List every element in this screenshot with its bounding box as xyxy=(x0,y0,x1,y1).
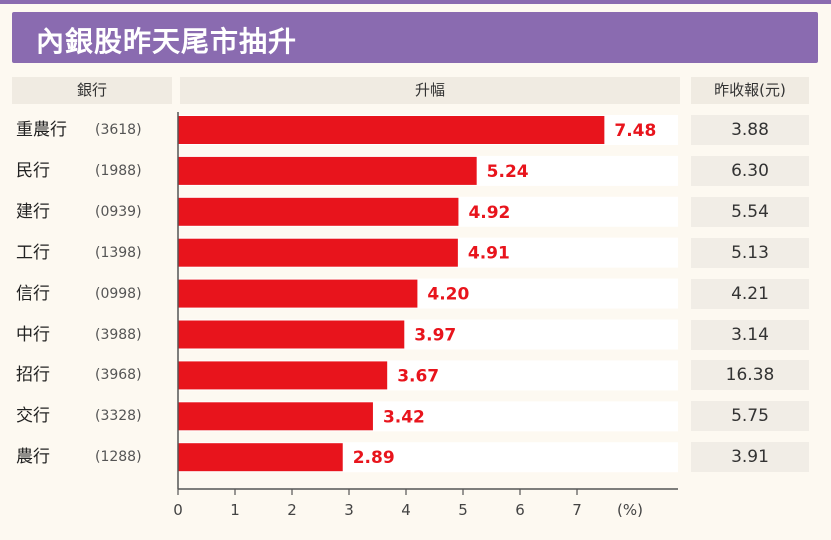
x-tick-label: 6 xyxy=(515,501,525,519)
stock-code: (1398) xyxy=(95,244,142,261)
bar-value-label: 4.92 xyxy=(468,203,510,223)
stock-code: (1988) xyxy=(95,162,142,179)
close-price: 4.21 xyxy=(691,278,809,309)
bank-name: 農行 xyxy=(16,447,50,468)
x-tick-label: 7 xyxy=(572,501,582,519)
close-price: 3.91 xyxy=(691,442,809,473)
bank-name: 中行 xyxy=(16,324,50,345)
bank-name: 民行 xyxy=(16,160,50,181)
x-tick-label: 5 xyxy=(458,501,468,519)
bar xyxy=(178,116,605,144)
stock-code: (3988) xyxy=(95,326,142,343)
bar-value-label: 3.42 xyxy=(383,407,425,427)
stock-code: (0939) xyxy=(95,203,142,220)
x-tick-label: 0 xyxy=(173,501,183,519)
bar-value-label: 7.48 xyxy=(614,121,656,141)
x-tick-label: 4 xyxy=(401,501,411,519)
bar-value-label: 2.89 xyxy=(353,448,395,468)
x-tick-label: 3 xyxy=(344,501,354,519)
bar xyxy=(178,279,418,308)
stock-code: (3328) xyxy=(95,408,142,425)
chart-title: 內銀股昨天尾市抽升 xyxy=(36,25,298,58)
bar xyxy=(178,361,388,390)
bar-value-label: 3.97 xyxy=(414,326,456,346)
stock-code: (1288) xyxy=(95,449,142,466)
stock-code: (0998) xyxy=(95,285,142,302)
stock-code: (3618) xyxy=(95,122,142,138)
stock-code: (3968) xyxy=(95,367,142,384)
bar-value-label: 4.20 xyxy=(427,285,469,305)
bar xyxy=(178,402,373,431)
close-price: 5.13 xyxy=(691,237,809,268)
bar xyxy=(178,238,458,267)
bank-name: 招行 xyxy=(16,365,50,386)
bank-name: 建行 xyxy=(16,201,50,222)
header-close: 昨收報(元) xyxy=(691,77,809,104)
close-price: 6.30 xyxy=(691,155,809,186)
close-price: 5.54 xyxy=(691,196,809,227)
bar-value-label: 4.91 xyxy=(468,244,510,264)
bar-value-label: 5.24 xyxy=(487,162,529,182)
title-banner: 內銀股昨天尾市抽升 xyxy=(12,12,818,63)
bar xyxy=(178,320,405,349)
header-stock: 銀行 xyxy=(12,77,172,104)
bank-name: 重農行 xyxy=(16,120,67,140)
close-price: 3.88 xyxy=(691,115,809,145)
close-price: 16.38 xyxy=(691,360,809,391)
bank-name: 信行 xyxy=(16,283,50,304)
bar-value-label: 3.67 xyxy=(397,366,439,386)
close-price: 5.75 xyxy=(691,401,809,432)
top-border xyxy=(0,0,831,4)
x-tick-label: 2 xyxy=(287,501,297,519)
header-change: 升幅 xyxy=(180,77,680,104)
x-unit-label: (%) xyxy=(617,501,643,519)
bar xyxy=(178,197,459,226)
bar xyxy=(178,156,477,185)
bank-name: 工行 xyxy=(16,242,50,263)
x-tick-label: 1 xyxy=(230,501,240,519)
close-price: 3.14 xyxy=(691,319,809,350)
bank-name: 交行 xyxy=(16,406,50,427)
bar xyxy=(178,443,343,472)
